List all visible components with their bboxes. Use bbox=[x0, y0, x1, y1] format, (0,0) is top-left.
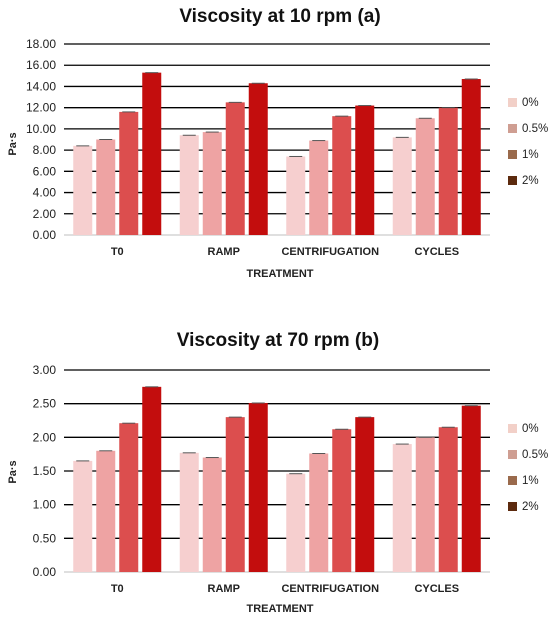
legend-label: 2% bbox=[522, 501, 539, 513]
y-axis-label: Pa·s bbox=[7, 132, 19, 155]
legend: 0% 0.5% 1% 2% bbox=[508, 423, 548, 513]
y-axis-label: Pa·s bbox=[7, 460, 19, 483]
legend-swatch bbox=[508, 476, 517, 485]
y-tick-label: 4.00 bbox=[33, 186, 57, 200]
y-tick-labels: 0.00 2.00 4.00 6.00 8.00 10.00 12.00 14.00 16.00… bbox=[26, 37, 56, 242]
x-tick-label: CYCLES bbox=[414, 583, 459, 595]
legend-swatch bbox=[508, 124, 517, 133]
bar bbox=[119, 423, 139, 572]
bar bbox=[248, 83, 268, 235]
y-tick-label: 2.00 bbox=[33, 207, 57, 221]
bar bbox=[392, 137, 412, 235]
bars bbox=[73, 386, 481, 572]
bar bbox=[415, 437, 435, 572]
bar bbox=[142, 386, 162, 572]
bar bbox=[96, 139, 116, 235]
y-tick-label: 1.50 bbox=[33, 464, 57, 478]
bar bbox=[286, 156, 306, 235]
y-tick-label: 2.50 bbox=[33, 397, 57, 411]
bar bbox=[332, 116, 352, 235]
x-tick-label: RAMP bbox=[208, 246, 240, 258]
y-tick-label: 16.00 bbox=[26, 58, 56, 72]
x-tick-label: CENTRIFUGATION bbox=[281, 246, 379, 258]
chart-title: Viscosity at 70 rpm (b) bbox=[177, 330, 379, 351]
bar bbox=[225, 102, 245, 235]
legend-label: 1% bbox=[522, 149, 539, 161]
legend-swatch bbox=[508, 424, 517, 433]
bar bbox=[248, 402, 268, 572]
y-tick-label: 8.00 bbox=[33, 143, 57, 157]
legend-label: 1% bbox=[522, 475, 539, 487]
y-tick-labels: 0.00 0.50 1.00 1.50 2.00 2.50 3.00 bbox=[33, 363, 57, 579]
x-tick-label: RAMP bbox=[208, 583, 240, 595]
bar bbox=[73, 460, 93, 572]
x-axis-label: TREATMENT bbox=[246, 268, 313, 280]
y-tick-label: 3.00 bbox=[33, 363, 57, 377]
y-tick-label: 0.50 bbox=[33, 531, 57, 545]
y-tick-label: 0.00 bbox=[33, 565, 57, 579]
bar bbox=[438, 107, 458, 235]
bars bbox=[73, 72, 481, 236]
legend-label: 0.5% bbox=[522, 449, 548, 461]
bar bbox=[142, 72, 162, 236]
bar bbox=[309, 453, 329, 572]
x-tick-labels: T0 RAMP CENTRIFUGATION CYCLES bbox=[111, 583, 459, 595]
y-tick-label: 1.00 bbox=[33, 498, 57, 512]
y-tick-label: 0.00 bbox=[33, 228, 57, 242]
legend: 0% 0.5% 1% 2% bbox=[508, 97, 548, 187]
bar bbox=[461, 79, 481, 236]
bar bbox=[225, 417, 245, 572]
y-tick-label: 2.00 bbox=[33, 430, 57, 444]
legend-label: 0% bbox=[522, 423, 539, 435]
bar bbox=[415, 118, 435, 235]
bar bbox=[355, 417, 375, 572]
chart-viscosity-70rpm: Viscosity at 70 rpm (b) TREATMENT Pa·s 0… bbox=[7, 330, 548, 615]
chart-viscosity-10rpm: Viscosity at 10 rpm (a) TREATMENT Pa·s 0… bbox=[7, 6, 548, 280]
y-tick-label: 10.00 bbox=[26, 122, 56, 136]
bar bbox=[355, 105, 375, 236]
y-tick-label: 14.00 bbox=[26, 79, 56, 93]
bar bbox=[286, 473, 306, 572]
bar bbox=[73, 145, 93, 235]
legend-label: 2% bbox=[522, 175, 539, 187]
legend-swatch bbox=[508, 176, 517, 185]
bar bbox=[332, 429, 352, 572]
chart-title: Viscosity at 10 rpm (a) bbox=[179, 6, 380, 27]
bar bbox=[438, 427, 458, 572]
legend-label: 0% bbox=[522, 97, 539, 109]
legend-swatch bbox=[508, 98, 517, 107]
legend-swatch bbox=[508, 450, 517, 459]
x-axis-label: TREATMENT bbox=[246, 603, 313, 615]
bar bbox=[119, 111, 139, 235]
legend-swatch bbox=[508, 502, 517, 511]
y-tick-label: 6.00 bbox=[33, 164, 57, 178]
bar bbox=[96, 450, 116, 572]
bar bbox=[202, 132, 222, 235]
bar bbox=[392, 444, 412, 572]
x-tick-labels: T0 RAMP CENTRIFUGATION CYCLES bbox=[111, 246, 459, 258]
x-tick-label: CYCLES bbox=[414, 246, 459, 258]
bar bbox=[179, 135, 199, 235]
bar bbox=[461, 405, 481, 572]
legend-label: 0.5% bbox=[522, 123, 548, 135]
bar bbox=[309, 140, 329, 235]
x-tick-label: T0 bbox=[111, 246, 124, 258]
y-tick-label: 12.00 bbox=[26, 101, 56, 115]
bar bbox=[202, 457, 222, 572]
x-tick-label: T0 bbox=[111, 583, 124, 595]
legend-swatch bbox=[508, 150, 517, 159]
x-tick-label: CENTRIFUGATION bbox=[281, 583, 379, 595]
y-tick-label: 18.00 bbox=[26, 37, 56, 51]
bar bbox=[179, 452, 199, 572]
